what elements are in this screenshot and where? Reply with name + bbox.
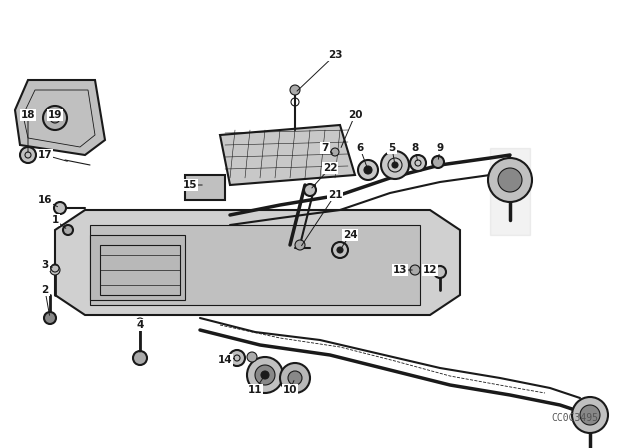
Circle shape bbox=[229, 350, 245, 366]
Circle shape bbox=[43, 106, 67, 130]
Text: 6: 6 bbox=[356, 143, 364, 153]
Text: 19: 19 bbox=[48, 110, 62, 120]
Text: 16: 16 bbox=[38, 195, 52, 205]
Circle shape bbox=[572, 397, 608, 433]
Text: 13: 13 bbox=[393, 265, 407, 275]
Text: 18: 18 bbox=[20, 110, 35, 120]
Circle shape bbox=[364, 166, 372, 174]
Circle shape bbox=[133, 351, 147, 365]
Text: 23: 23 bbox=[328, 50, 342, 60]
Text: 3: 3 bbox=[42, 260, 49, 270]
Circle shape bbox=[50, 113, 60, 123]
Circle shape bbox=[247, 357, 283, 393]
Text: 12: 12 bbox=[423, 265, 437, 275]
Text: 14: 14 bbox=[218, 355, 232, 365]
Text: 11: 11 bbox=[248, 385, 262, 395]
Circle shape bbox=[410, 155, 426, 171]
Circle shape bbox=[50, 265, 60, 275]
Polygon shape bbox=[220, 125, 355, 185]
Circle shape bbox=[288, 371, 302, 385]
Circle shape bbox=[261, 371, 269, 379]
Circle shape bbox=[410, 265, 420, 275]
Circle shape bbox=[44, 312, 56, 324]
Polygon shape bbox=[15, 80, 105, 155]
Text: 8: 8 bbox=[412, 143, 419, 153]
Polygon shape bbox=[55, 210, 460, 315]
Circle shape bbox=[332, 242, 348, 258]
Circle shape bbox=[304, 184, 316, 196]
Circle shape bbox=[580, 405, 600, 425]
Text: 15: 15 bbox=[183, 180, 197, 190]
Circle shape bbox=[331, 148, 339, 156]
Text: 1: 1 bbox=[51, 215, 59, 225]
Text: CC0C3495: CC0C3495 bbox=[552, 413, 598, 423]
Text: 17: 17 bbox=[38, 150, 52, 160]
Circle shape bbox=[498, 168, 522, 192]
Circle shape bbox=[290, 85, 300, 95]
Circle shape bbox=[54, 202, 66, 214]
Text: 9: 9 bbox=[436, 143, 444, 153]
Text: 2: 2 bbox=[42, 285, 49, 295]
Circle shape bbox=[392, 162, 398, 168]
Circle shape bbox=[295, 240, 305, 250]
Text: 22: 22 bbox=[323, 163, 337, 173]
Text: 5: 5 bbox=[388, 143, 396, 153]
Text: 4: 4 bbox=[136, 320, 144, 330]
Circle shape bbox=[63, 225, 73, 235]
Text: 20: 20 bbox=[348, 110, 362, 120]
Text: 24: 24 bbox=[342, 230, 357, 240]
Text: 21: 21 bbox=[328, 190, 342, 200]
Polygon shape bbox=[185, 175, 225, 200]
Text: 10: 10 bbox=[283, 385, 297, 395]
Circle shape bbox=[247, 352, 257, 362]
Circle shape bbox=[358, 160, 378, 180]
Circle shape bbox=[432, 156, 444, 168]
Circle shape bbox=[434, 266, 446, 278]
Circle shape bbox=[488, 158, 532, 202]
Polygon shape bbox=[90, 225, 420, 305]
Circle shape bbox=[280, 363, 310, 393]
Circle shape bbox=[381, 151, 409, 179]
Circle shape bbox=[255, 365, 275, 385]
Polygon shape bbox=[90, 235, 185, 300]
Circle shape bbox=[20, 147, 36, 163]
Circle shape bbox=[337, 247, 343, 253]
Text: 7: 7 bbox=[321, 143, 329, 153]
